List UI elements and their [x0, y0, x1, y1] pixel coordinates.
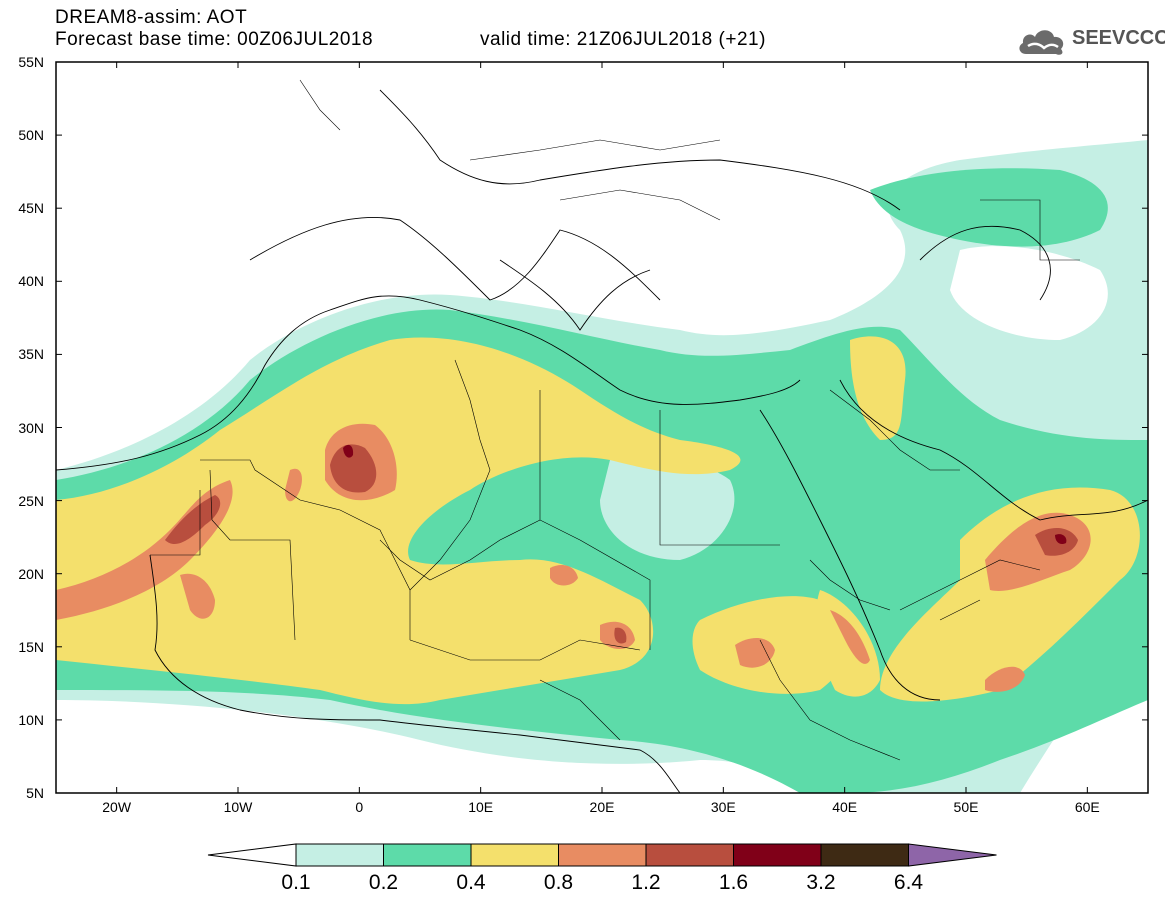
colorbar-level-label: 0.4 [456, 871, 486, 894]
longitude-label: 40E [832, 799, 858, 815]
longitude-label: 0 [355, 799, 364, 815]
coastlines [56, 89, 1148, 793]
colorbar-level-label: 0.2 [368, 871, 399, 894]
longitude-label: 10E [468, 799, 494, 815]
colorbar-level-label: 3.2 [806, 871, 836, 894]
colorbar-level-label: 1.2 [631, 871, 661, 894]
colorbar-high-arrow [908, 843, 997, 867]
valid-time: valid time: 21Z06JUL2018 (+21) [480, 29, 766, 50]
colorbar-swatch [820, 843, 909, 867]
colorbar-swatch [733, 843, 822, 867]
map-title: DREAM8-assim: AOT [55, 7, 248, 28]
colorbar-low-arrow [207, 843, 297, 867]
aot-band-red [165, 495, 221, 545]
aot-band-yellow [56, 337, 741, 705]
longitude-label: 60E [1074, 799, 1100, 815]
longitude-label: 30E [710, 799, 736, 815]
colorbar-swatch [645, 843, 734, 867]
latitude-label: 55N [18, 54, 44, 70]
colorbar-level-label: 6.4 [893, 871, 924, 894]
colorbar-level-label: 0.1 [281, 871, 311, 894]
latitude-label: 20N [18, 565, 44, 582]
latitude-label: 25N [18, 492, 44, 509]
colorbar-level-label: 0.8 [543, 871, 574, 894]
colorbar-level-label: 1.6 [718, 871, 749, 894]
latitude-label: 40N [18, 273, 44, 290]
longitude-label: 20E [589, 799, 615, 815]
latitude-label: 45N [18, 200, 44, 217]
latitude-label: 30N [18, 419, 44, 436]
colorbar-swatch [383, 843, 472, 867]
forecast-base-time: Forecast base time: 00Z06JUL2018 [55, 29, 374, 50]
latitude-label: 5N [26, 785, 44, 801]
latitude-label: 15N [18, 638, 44, 655]
colorbar-swatch [558, 843, 647, 867]
aot-field [56, 62, 1148, 793]
aot-band-darkred [343, 444, 354, 458]
logo-text: SEEVCCC [1072, 27, 1165, 49]
country-borders [150, 79, 1080, 761]
seevccc-logo: SEEVCCC [1016, 22, 1165, 58]
latitude-label: 10N [18, 711, 44, 728]
latitude-label: 50N [18, 127, 44, 144]
longitude-label: 50E [953, 799, 979, 815]
colorbar-swatch [470, 843, 559, 867]
latitude-label: 35N [18, 346, 44, 363]
longitude-label: 10W [223, 799, 253, 815]
axis-ticks [56, 61, 1148, 794]
colorbar [207, 843, 997, 867]
cloud-icon [1019, 30, 1064, 55]
longitude-label: 20W [102, 799, 132, 815]
colorbar-swatch [295, 843, 384, 867]
